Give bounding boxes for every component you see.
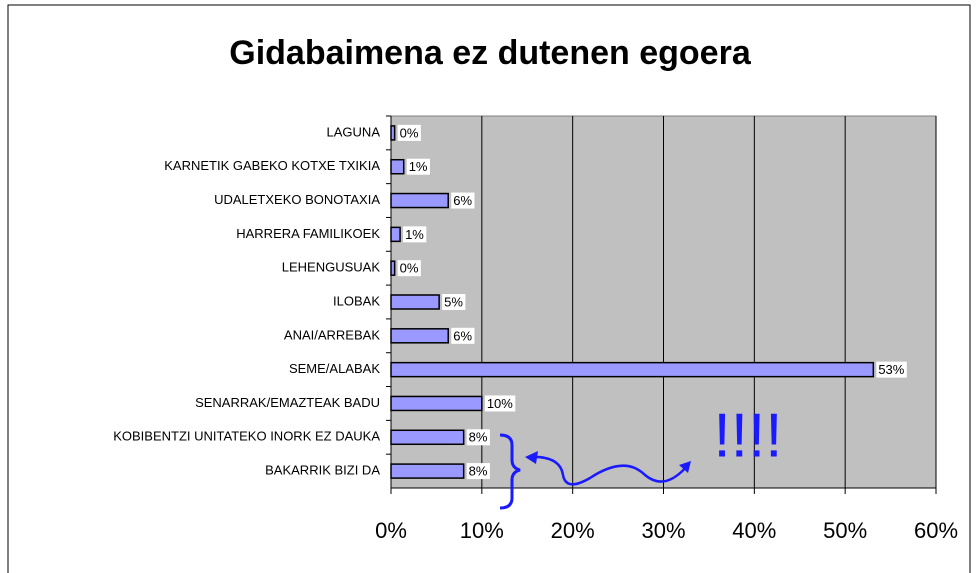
- data-label: 53%: [878, 362, 904, 377]
- wavy-arrow: [527, 455, 689, 486]
- data-label-bg: [406, 158, 430, 175]
- data-label: 8%: [469, 430, 488, 445]
- bar: [390, 328, 449, 344]
- y-tick-label: LAGUNA: [327, 124, 381, 139]
- bar: [390, 294, 440, 310]
- y-tick-label: SEME/ALABAK: [289, 361, 380, 376]
- y-tick-label: ILOBAK: [333, 293, 380, 308]
- x-tick-label: 60%: [914, 518, 958, 543]
- arrow-head: [679, 461, 691, 473]
- bar: [390, 158, 405, 175]
- data-label: 6%: [453, 328, 472, 343]
- x-tick-label: 30%: [641, 518, 685, 543]
- data-label-bg: [397, 260, 421, 277]
- bar: [390, 429, 465, 446]
- bar: [390, 463, 465, 479]
- data-label: 8%: [469, 464, 488, 479]
- y-tick-label: UDALETXEKO BONOTAXIA: [214, 192, 380, 207]
- x-tick-label: 20%: [551, 518, 595, 543]
- data-label: 1%: [409, 159, 428, 174]
- bar: [390, 260, 396, 276]
- x-tick-label: 10%: [460, 518, 504, 543]
- data-label-bg: [466, 463, 490, 480]
- bracket: [499, 433, 521, 510]
- plot-area: 0% 10% 20% 30% 40% 50% 60% LAGUNA 0% KARNETIK GAB…: [113, 115, 958, 543]
- chart-title: Gidabaimena ez dutenen egoera: [229, 34, 752, 72]
- y-tick-label: BAKARRIK BIZI DA: [265, 463, 380, 478]
- y-tick-label: SENARRAK/EMAZTEAK BADU: [195, 395, 380, 410]
- x-tick-label: 50%: [823, 518, 867, 543]
- data-label: 6%: [453, 193, 472, 208]
- data-label-bg: [484, 395, 516, 412]
- bar: [390, 395, 483, 412]
- data-label: 0%: [400, 125, 419, 140]
- data-label-bg: [451, 192, 475, 209]
- y-tick-label: LEHENGUSUAK: [282, 260, 381, 275]
- data-label-bg: [876, 361, 907, 378]
- data-label-bg: [403, 226, 427, 243]
- x-tick-label: 40%: [732, 518, 776, 543]
- data-label: 10%: [487, 396, 513, 411]
- bar: [390, 192, 449, 209]
- data-label-bg: [397, 124, 421, 141]
- arrow-head: [525, 451, 538, 464]
- x-tick-label: 0%: [375, 518, 407, 543]
- data-label-bg: [451, 327, 475, 344]
- annotation: !!!!: [714, 401, 783, 470]
- bar: [390, 361, 875, 378]
- bar: [390, 226, 401, 243]
- y-tick-label: KOBIBENTZI UNITATEKO INORK EZ DAUKA: [113, 429, 380, 444]
- y-tick-label: ANAI/ARREBAK: [284, 327, 380, 342]
- bar: [390, 125, 396, 141]
- y-tick-label: HARRERA FAMILIKOEK: [236, 226, 380, 241]
- data-label: 1%: [405, 227, 424, 242]
- data-label: 5%: [444, 294, 463, 309]
- y-tick-label: KARNETIK GABEKO KOTXE TXIKIA: [164, 158, 380, 173]
- data-label-bg: [466, 429, 490, 446]
- data-label: 0%: [400, 261, 419, 276]
- data-label-bg: [442, 294, 466, 310]
